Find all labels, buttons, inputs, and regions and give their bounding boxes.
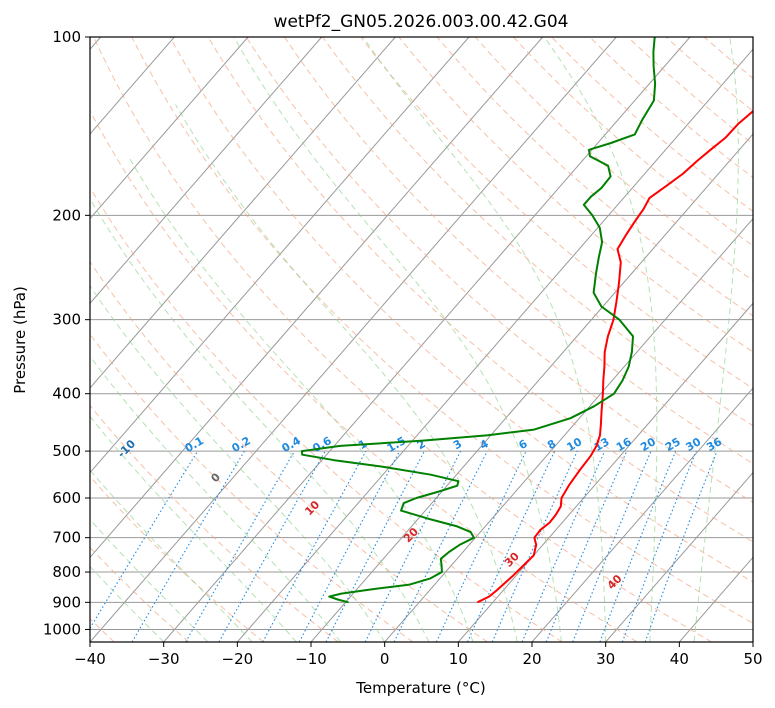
moist-adiabat	[233, 37, 562, 642]
temperature-profile-line	[476, 109, 753, 604]
mixing-ratio-line	[644, 450, 718, 642]
y-tick-label: 300	[52, 311, 81, 329]
dry-adiabat	[474, 37, 753, 282]
moist-adiabat	[91, 201, 430, 642]
moist-adiabat	[90, 518, 209, 642]
isotherm-line	[90, 37, 470, 474]
dry-adiabat	[284, 37, 753, 465]
plot-area: 0.10.20.40.611.52346810131620253036-100-…	[90, 37, 753, 642]
y-tick-label: 900	[52, 593, 81, 611]
y-tick-label: 700	[52, 529, 81, 547]
x-tick-label: 10	[449, 650, 468, 668]
x-tick-label: −10	[295, 650, 327, 668]
isotherm-line	[531, 387, 753, 642]
moist-adiabat	[362, 37, 607, 642]
dry-adiabat	[322, 37, 753, 427]
y-tick-label: 200	[52, 206, 81, 224]
mixing-ratio-line	[621, 450, 697, 642]
isotherm-line	[90, 37, 323, 305]
y-tick-label: 400	[52, 385, 81, 403]
y-tick-label: 100	[52, 28, 81, 46]
isotherm-line	[90, 37, 544, 559]
dewpoint-profile-line	[300, 37, 657, 604]
dry-adiabat	[90, 186, 563, 642]
x-axis-label: Temperature (°C)	[355, 679, 485, 697]
isotherm-line	[384, 217, 753, 642]
isotherm-line	[605, 471, 753, 642]
chart-title: wetPf2_GN05.2026.003.00.42.G04	[274, 12, 569, 32]
mixing-ratio-line	[364, 450, 462, 642]
dry-adiabat	[398, 37, 753, 353]
isotherm-line	[90, 37, 396, 389]
dry-adiabat	[169, 37, 753, 583]
plot-frame	[89, 36, 754, 643]
x-tick-label: −30	[148, 650, 180, 668]
moist-adiabat	[543, 37, 658, 642]
mixing-ratio-line	[521, 450, 606, 642]
dry-adiabat	[90, 333, 414, 642]
axes: −40 −30 −20 −10 0 10 20 30 40 50 1000 900 800 700 600 5…	[43, 28, 763, 668]
x-tick-label: 40	[670, 650, 689, 668]
y-tick-label: 800	[52, 563, 81, 581]
mixing-ratio-line	[90, 450, 199, 630]
dry-adiabat	[131, 37, 753, 624]
dry-adiabat	[90, 475, 264, 642]
mixing-ratio-line	[599, 450, 677, 642]
y-tick-label: 600	[52, 489, 81, 507]
x-tick-label: 30	[596, 650, 615, 668]
isotherm-line	[236, 48, 753, 642]
y-tick-label: 1000	[43, 620, 81, 638]
dry-adiabat	[513, 37, 753, 247]
moist-adiabat	[128, 157, 474, 642]
moist-adiabat	[90, 355, 341, 642]
dry-adiabat	[93, 37, 712, 642]
moist-adiabat	[90, 565, 165, 642]
moist-adiabat	[90, 415, 297, 642]
x-tick-label: 20	[522, 650, 541, 668]
x-tick-label: −40	[74, 650, 106, 668]
moist-adiabat	[175, 104, 518, 642]
isotherm-line	[90, 37, 249, 220]
isotherm-line	[163, 37, 691, 642]
x-tick-label: 50	[743, 650, 762, 668]
mixing-ratio-line	[545, 450, 628, 642]
x-tick-label: 0	[380, 650, 390, 668]
y-tick-label: 500	[52, 442, 81, 460]
mixing-ratio-line	[572, 450, 652, 642]
dry-adiabat	[360, 37, 753, 390]
mixing-ratio-line	[262, 450, 367, 642]
mixing-ratio-line	[218, 450, 326, 642]
moist-adiabat	[693, 37, 739, 642]
x-tick-label: −20	[222, 650, 254, 668]
isotherm-line	[90, 37, 617, 642]
moist-adiabat	[90, 285, 386, 642]
dry-adiabat	[90, 109, 638, 642]
y-axis-label: Pressure (hPa)	[11, 286, 29, 394]
mixing-ratio-line	[298, 450, 401, 642]
dry-adiabat	[245, 37, 753, 503]
moist-adiabat	[90, 469, 253, 642]
